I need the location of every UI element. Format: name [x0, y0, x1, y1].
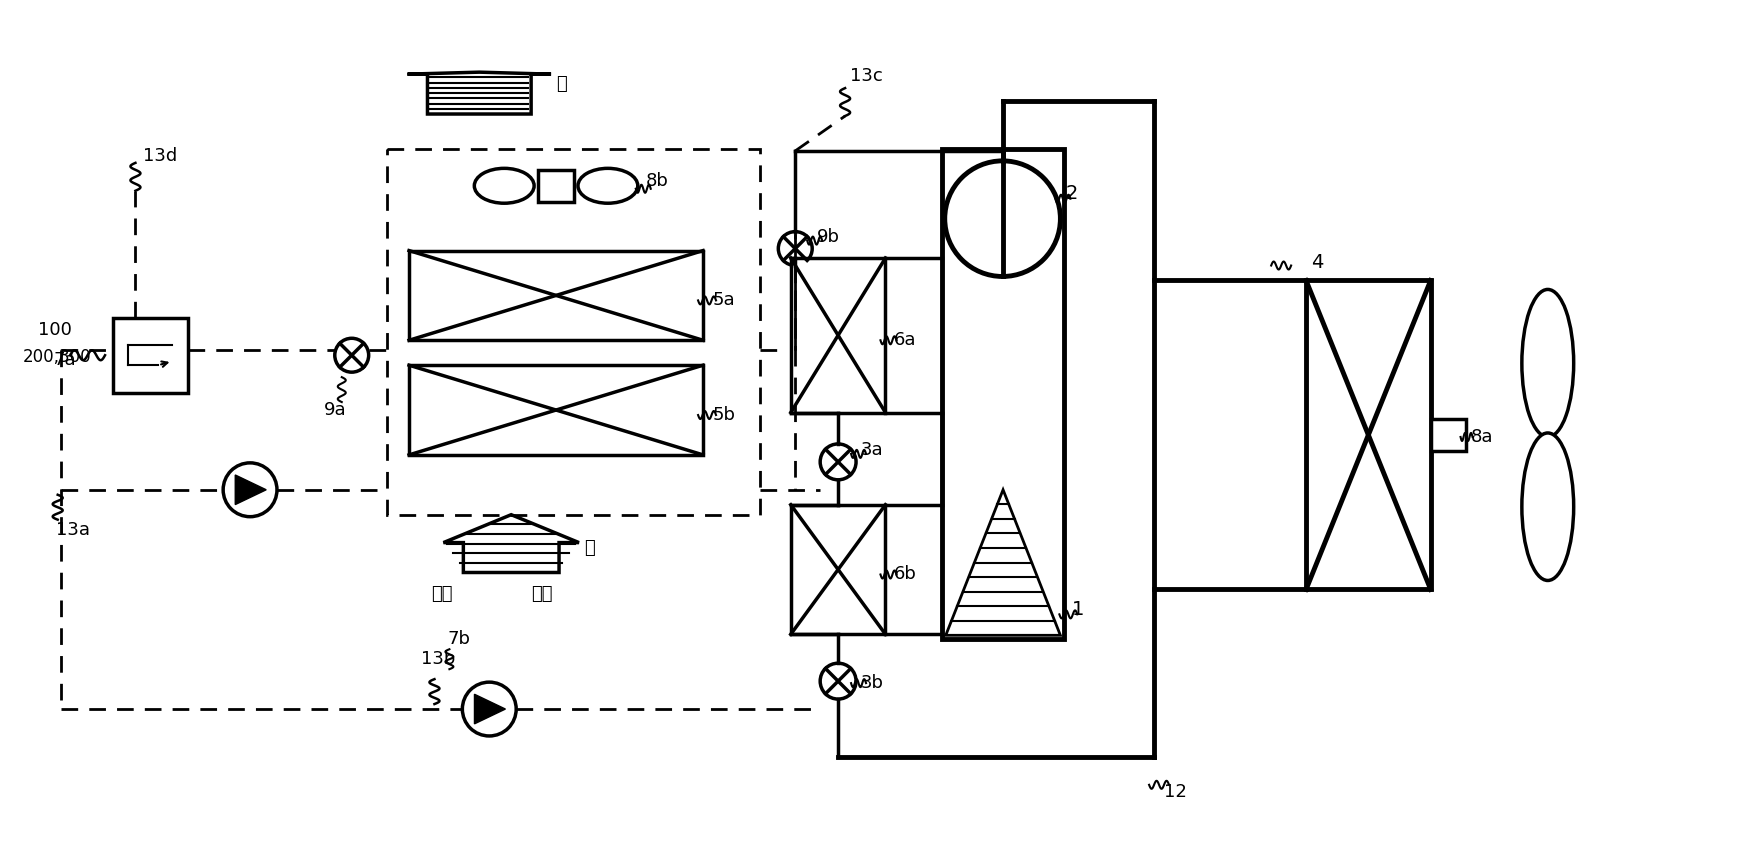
Polygon shape	[236, 475, 266, 505]
Text: 9b: 9b	[818, 228, 840, 245]
Text: 1: 1	[1073, 600, 1085, 619]
Circle shape	[779, 232, 812, 266]
Text: 5b: 5b	[713, 406, 735, 424]
Bar	[114, 318, 187, 393]
Text: 出: 出	[556, 75, 566, 93]
Bar	[1431, 419, 1466, 451]
Polygon shape	[475, 695, 505, 724]
Text: 13d: 13d	[143, 147, 178, 165]
Text: 内気: 内気	[531, 585, 552, 604]
Bar	[791, 258, 886, 412]
Text: 200,300: 200,300	[23, 348, 91, 366]
Text: 3b: 3b	[861, 674, 884, 692]
Circle shape	[224, 463, 278, 517]
Text: 2: 2	[1066, 185, 1078, 203]
Bar	[791, 505, 886, 634]
Text: 入: 入	[583, 539, 594, 556]
Text: 4: 4	[1310, 253, 1324, 272]
Text: 6b: 6b	[893, 566, 917, 583]
Bar	[386, 149, 760, 515]
Bar	[942, 149, 1064, 639]
Bar	[409, 250, 702, 341]
Ellipse shape	[578, 169, 638, 203]
Text: 8a: 8a	[1471, 428, 1494, 446]
Ellipse shape	[1522, 433, 1574, 581]
Polygon shape	[945, 490, 1060, 636]
Text: 9a: 9a	[323, 401, 346, 419]
Circle shape	[819, 663, 856, 699]
Polygon shape	[444, 515, 578, 572]
Text: 7a: 7a	[52, 352, 75, 369]
Circle shape	[463, 682, 515, 736]
Ellipse shape	[1522, 289, 1574, 437]
Bar	[538, 169, 575, 201]
Text: 5a: 5a	[713, 292, 735, 309]
Bar	[409, 365, 702, 455]
Text: 12: 12	[1164, 783, 1186, 801]
Text: 外気: 外気	[432, 585, 452, 604]
Ellipse shape	[475, 169, 535, 203]
Bar	[1307, 281, 1431, 589]
Text: 13b: 13b	[421, 650, 456, 668]
Circle shape	[819, 444, 856, 480]
Circle shape	[945, 161, 1060, 277]
Text: 3a: 3a	[861, 441, 884, 459]
Text: 8b: 8b	[646, 172, 669, 190]
Text: 100: 100	[38, 321, 72, 339]
Text: 6a: 6a	[893, 331, 915, 349]
Text: 13a: 13a	[56, 521, 89, 539]
Text: 13c: 13c	[851, 67, 882, 85]
Polygon shape	[407, 72, 550, 114]
Circle shape	[335, 338, 369, 372]
Text: 7b: 7b	[447, 631, 470, 648]
